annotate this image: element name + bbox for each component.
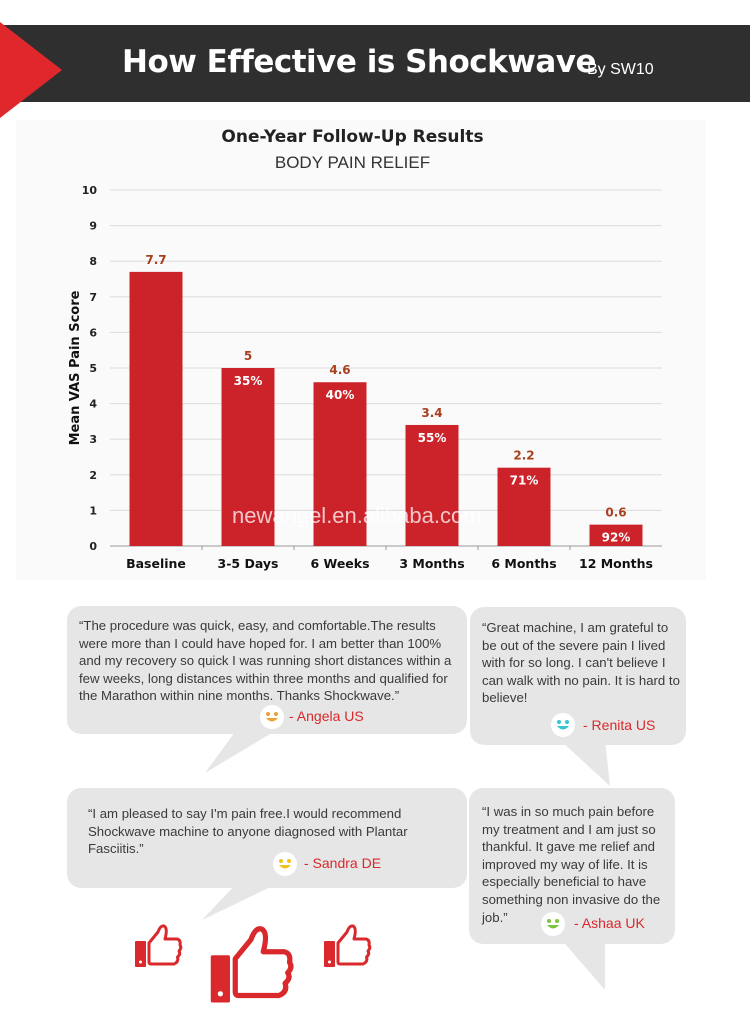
y-tick-label: 7 <box>89 291 97 304</box>
bar-value-label: 4.6 <box>329 363 350 377</box>
x-tick-label: 3-5 Days <box>218 556 279 571</box>
bar-reduction-label: 92% <box>602 531 631 545</box>
testimonial-author-renita: - Renita US <box>583 717 656 733</box>
header-banner <box>0 25 750 102</box>
teal-smiley-icon <box>551 713 575 737</box>
bar-value-label: 0.6 <box>605 506 626 520</box>
y-tick-label: 10 <box>82 184 98 197</box>
y-tick-label: 2 <box>89 469 97 482</box>
bubble-tail-sandra <box>202 880 285 920</box>
bar-value-label: 5 <box>244 349 252 363</box>
testimonial-author-angela: - Angela US <box>289 708 364 724</box>
testimonial-quote-ashaa: “I was in so much pain before my treatme… <box>482 804 661 925</box>
y-tick-label: 5 <box>89 362 97 375</box>
x-tick-label: Baseline <box>126 556 186 571</box>
testimonial-author-sandra: - Sandra DE <box>304 855 382 871</box>
bar-value-label: 2.2 <box>513 449 534 463</box>
bar <box>497 467 551 546</box>
bar-reduction-label: 40% <box>326 388 355 402</box>
bar <box>313 382 367 546</box>
thumbs-up-icon <box>324 924 372 967</box>
y-tick-label: 6 <box>89 326 97 339</box>
orange-smiley-icon <box>260 705 284 729</box>
page-title: How Effective is Shockwave <box>122 44 597 80</box>
bubble-tail-angela <box>205 725 285 773</box>
y-tick-label: 3 <box>89 433 97 446</box>
y-axis-label: Mean VAS Pain Score <box>68 290 83 445</box>
bar-reduction-label: 55% <box>418 431 447 445</box>
y-tick-label: 0 <box>89 540 97 553</box>
bar-value-label: 3.4 <box>421 406 442 420</box>
x-tick-label: 6 Months <box>491 556 556 571</box>
x-tick-label: 3 Months <box>399 556 464 571</box>
bubble-tail-ashaa <box>560 938 605 990</box>
x-tick-label: 12 Months <box>579 556 653 571</box>
testimonial-bubble-sandra <box>67 788 467 888</box>
testimonial-author-ashaa: - Ashaa UK <box>574 915 645 931</box>
chart-subtitle: BODY PAIN RELIEF <box>274 153 431 172</box>
x-tick-label: 6 Weeks <box>310 556 369 571</box>
testimonial-quote-angela: “The procedure was quick, easy, and comf… <box>79 618 452 704</box>
bar-value-label: 7.7 <box>145 253 166 267</box>
bar-reduction-label: 35% <box>234 374 263 388</box>
testimonial-quote-renita: “Great machine, I am grateful to be out … <box>482 620 680 706</box>
bubble-tail-renita <box>560 740 610 786</box>
y-tick-label: 4 <box>89 398 97 411</box>
thumbs-up-icon <box>135 924 183 967</box>
y-tick-label: 8 <box>89 255 97 268</box>
bar <box>221 368 275 546</box>
bar <box>589 524 643 546</box>
bar-reduction-label: 71% <box>510 474 539 488</box>
y-tick-label: 9 <box>89 220 97 233</box>
thumbs-up-icon <box>210 926 294 1003</box>
green-smiley-icon <box>541 912 565 936</box>
y-tick-label: 1 <box>89 504 97 517</box>
testimonial-quote-sandra: “I am pleased to say I'm pain free.I wou… <box>88 806 408 857</box>
chart-title: One-Year Follow-Up Results <box>221 127 484 147</box>
testimonial-bubble-ashaa <box>469 788 675 944</box>
testimonial-bubble-renita <box>470 607 686 745</box>
yellow-smiley-icon <box>273 852 297 876</box>
banner-accent-triangle <box>0 22 62 118</box>
page-byline: By SW10 <box>587 61 654 78</box>
bar-chart: 0 1 2 3 4 5 6 7 8 9 10 Mean VAS Pain Score 7.7 Baseli… <box>68 184 662 571</box>
bar <box>405 424 459 546</box>
bar <box>129 271 183 546</box>
